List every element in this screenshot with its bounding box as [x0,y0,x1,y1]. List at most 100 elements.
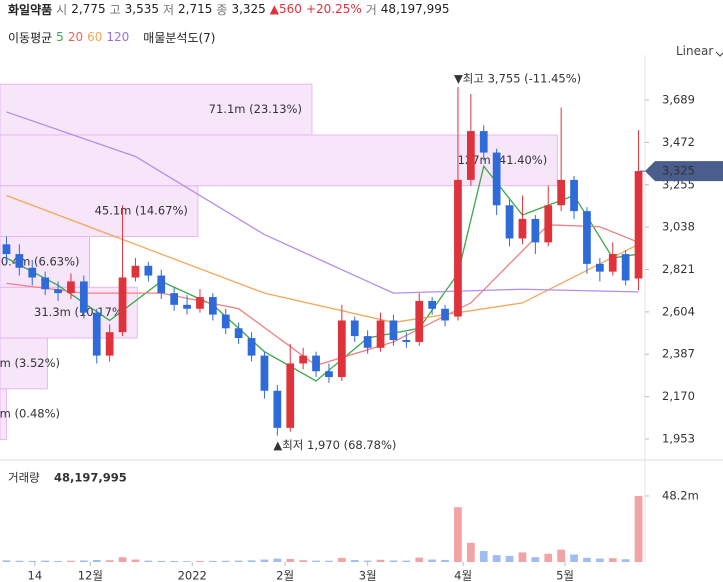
x-tick-label: 3월 [359,569,377,582]
legend-item[interactable]: 120 [106,30,130,44]
candle-body [273,390,282,428]
volume-bar [634,495,643,562]
scale-mode[interactable]: Linear [676,44,714,58]
value: 48,197,995 [380,2,450,16]
volume-bar [54,561,62,562]
volume-tick-label: 48.2m [662,488,699,502]
candle-body [492,152,501,206]
chevron [715,51,723,57]
volume-value: 48,197,995 [54,471,127,485]
candle-body [157,275,166,294]
volume-bar [479,551,488,562]
volume-bar [299,560,308,562]
volume-bar [15,560,24,562]
profile-bar [0,337,48,390]
label: 종 [216,2,228,17]
x-tick-label: 2022 [178,569,207,582]
volume-bar [131,559,140,562]
change: ▲560 [269,2,302,16]
candle-body [415,300,424,342]
volume-bar [157,560,166,562]
candle-body [608,254,617,272]
volume-bar [492,555,501,562]
volume-bar [170,561,179,562]
volume-bar [531,557,540,562]
value: 2,775 [71,2,106,16]
volume-bar [505,555,514,562]
max-annotation: ▼최고 3,755 (-11.45%) [454,72,581,86]
last-price-tag [645,161,723,182]
volume-bar [441,559,449,562]
legend-item[interactable]: 60 [87,30,103,44]
volume-bar [118,557,127,562]
x-tick-label: 4월 [454,569,472,582]
y-tick-label: 2,387 [662,347,695,361]
label: 거 [365,2,377,17]
label: 시 [56,2,68,17]
candle-body [118,277,127,333]
candle-body [286,363,295,428]
candle-body [428,300,437,309]
y-tick-label: 2,604 [662,304,695,318]
y-tick-label: 1,953 [662,431,695,445]
volume-bar [337,557,346,562]
candle-body [621,254,630,281]
volume-bar [312,560,320,562]
volume-bar [402,560,411,562]
candle-body [234,328,243,339]
legend-item[interactable]: 5 [56,30,64,44]
volume-bar [79,560,88,562]
stock-name: 화일약품 [8,2,53,17]
x-tick-label: 14 [28,569,43,582]
volume-bar [41,560,50,562]
moving-average [6,194,639,324]
volume-bar [325,560,333,562]
candle-body [583,211,591,264]
volume-bar [428,559,437,562]
candle-body [41,277,50,290]
candle-body [208,297,217,315]
candle-body [28,267,37,278]
volume-bar [363,560,372,562]
candle-body [595,263,604,272]
legend: 이동평균 5 20 60 120 매물분석도(7) [8,28,215,46]
volume-bar [389,560,398,562]
profile-bar [0,83,313,136]
legend-title: 이동평균 [8,30,53,45]
volume-bar [273,558,282,562]
candle-body [2,244,11,255]
min-annotation: ▲최저 1,970 (68.78%) [273,438,396,452]
change-pct: +20.25% [305,2,362,16]
candle-body [170,293,179,305]
volume-bar [415,557,424,562]
volume-bar [105,560,114,562]
profile-bar [0,134,558,187]
legend-item[interactable]: 매물분석도(7) [143,30,216,45]
header: 화일약품 시 2,775 고 3,535 저 2,715 종 3,325 ▲560 +20… [8,0,450,18]
volume-bar [376,559,385,562]
value: 3,535 [124,2,159,16]
legend-item[interactable]: 20 [67,30,84,44]
candle-body [402,339,411,342]
volume-bar [247,560,256,562]
volume-bar [544,553,553,562]
volume-bar [260,559,269,562]
profile-label: 45.1m (14.67%) [95,204,188,218]
volume-bar [286,558,295,562]
candle-body [183,304,191,309]
volume-bar [208,560,217,562]
profile-bar [0,185,199,238]
y-tick-label: 3,472 [662,135,695,149]
volume-title: 거래량 [8,471,40,485]
volume-bar [28,560,37,562]
candle-body [131,265,140,278]
volume-bar [454,507,462,562]
candle-body [544,205,553,243]
candle-body [79,281,88,313]
volume-bar [595,558,604,562]
candle-body [54,289,62,294]
last-price-label: 3,325 [662,164,695,178]
candle-body [144,265,153,276]
volume-bar [621,559,630,562]
